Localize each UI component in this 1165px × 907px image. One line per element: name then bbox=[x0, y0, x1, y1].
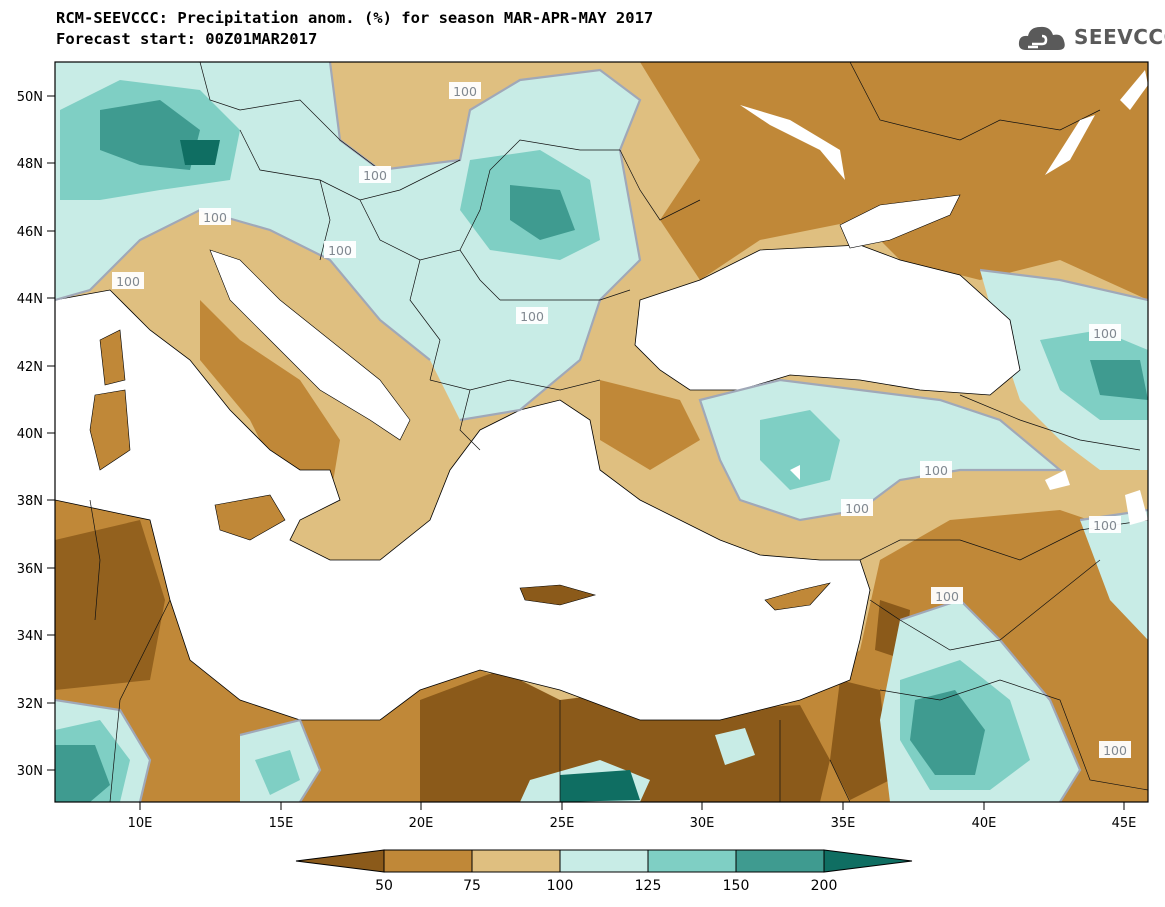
cloud-icon bbox=[1018, 26, 1065, 50]
lat-label: 34N bbox=[17, 629, 43, 644]
cyprus bbox=[764, 582, 831, 611]
contour-label: 100 bbox=[841, 499, 873, 516]
contour-label: 100 bbox=[449, 82, 481, 99]
contour-label: 100 bbox=[359, 166, 391, 183]
lat-label: 30N bbox=[17, 764, 43, 779]
forecast-start: Forecast start: 00Z01MAR2017 bbox=[56, 30, 318, 48]
field-extreme-wet-egypt bbox=[560, 770, 640, 802]
colorbar-segment bbox=[647, 849, 737, 873]
contour-label-text: 100 bbox=[116, 274, 140, 289]
field-very-dry-libya-egypt bbox=[420, 670, 830, 802]
contour-label-text: 100 bbox=[845, 501, 869, 516]
contour-label-text: 100 bbox=[520, 309, 544, 324]
lat-label: 38N bbox=[17, 494, 43, 509]
colorbar-label: 200 bbox=[811, 878, 838, 894]
contour-label-text: 100 bbox=[363, 168, 387, 183]
contour-label-text: 100 bbox=[1103, 743, 1127, 758]
contour-label: 100 bbox=[1099, 741, 1131, 758]
lon-label: 25E bbox=[550, 816, 575, 831]
field-very-dry-algeria bbox=[55, 520, 165, 690]
contour-label-text: 100 bbox=[1093, 326, 1117, 341]
field-very-wet-tunisia bbox=[55, 745, 110, 802]
contour-label: 100 bbox=[112, 272, 144, 289]
contour-label-text: 100 bbox=[328, 243, 352, 258]
lat-label: 48N bbox=[17, 157, 43, 172]
colorbar-segment bbox=[559, 849, 649, 873]
latitude-axis: 50N 48N 46N 44N 42N 40N 38N 36N 34N 32N 30N bbox=[17, 90, 55, 779]
colorbar-label: 75 bbox=[463, 878, 481, 894]
field-very-wet-arabia bbox=[910, 690, 985, 775]
contour-label: 100 bbox=[1089, 324, 1121, 341]
contour-label: 100 bbox=[516, 307, 548, 324]
mediterranean-sea bbox=[55, 289, 871, 721]
field-very-wet-romania bbox=[510, 185, 575, 240]
lat-label: 50N bbox=[17, 90, 43, 105]
contour-label: 100 bbox=[931, 587, 963, 604]
field-wet-libya bbox=[255, 750, 300, 795]
contour-label-text: 100 bbox=[935, 589, 959, 604]
colorbar-segment bbox=[735, 849, 825, 873]
lon-label: 20E bbox=[409, 816, 434, 831]
field-slightly-wet-iran bbox=[1080, 510, 1148, 640]
contour-label: 100 bbox=[199, 208, 231, 225]
map-title: RCM-SEEVCCC: Precipitation anom. (%) for… bbox=[56, 9, 654, 27]
colorbar-segment bbox=[471, 849, 561, 873]
sicily bbox=[214, 494, 286, 541]
lon-label: 35E bbox=[831, 816, 856, 831]
plot-frame bbox=[54, 61, 1149, 803]
field-extreme-wet-alps bbox=[180, 140, 220, 165]
field-wet-caucasus bbox=[1040, 330, 1148, 420]
black-sea bbox=[634, 244, 1021, 396]
colorbar-label: 125 bbox=[635, 878, 662, 894]
logo-text: SEEVCCC bbox=[1074, 25, 1165, 49]
lon-label: 40E bbox=[972, 816, 997, 831]
colorbar-segment bbox=[823, 849, 913, 873]
lon-label: 45E bbox=[1112, 816, 1137, 831]
contour-label-text: 100 bbox=[924, 463, 948, 478]
field-wet-anatolia bbox=[760, 410, 840, 490]
lat-label: 46N bbox=[17, 225, 43, 240]
colorbar-segment bbox=[295, 849, 385, 873]
colorbar-label: 50 bbox=[375, 878, 393, 894]
lat-label: 44N bbox=[17, 292, 43, 307]
title-block: RCM-SEEVCCC: Precipitation anom. (%) for… bbox=[56, 8, 653, 50]
contour-label: 100 bbox=[920, 461, 952, 478]
seevccc-logo: SEEVCCC bbox=[1018, 22, 1165, 54]
lat-label: 40N bbox=[17, 427, 43, 442]
corsica bbox=[99, 329, 126, 386]
map-field bbox=[55, 62, 1148, 802]
contour-label: 100 bbox=[1089, 516, 1121, 533]
field-dry-italy bbox=[200, 300, 340, 500]
crete bbox=[519, 584, 597, 606]
longitude-axis: 10E 15E 20E 25E 30E 35E 40E 45E bbox=[128, 802, 1137, 831]
nile-delta-wet bbox=[715, 728, 755, 765]
lon-label: 10E bbox=[128, 816, 153, 831]
sea-of-azov bbox=[839, 194, 961, 249]
colorbar-label: 100 bbox=[547, 878, 574, 894]
colorbar: 50 75 100 125 150 200 bbox=[295, 849, 913, 894]
lat-label: 32N bbox=[17, 697, 43, 712]
data-gaps bbox=[740, 70, 1148, 525]
field-dry-turkey-west bbox=[600, 380, 700, 470]
field-very-wet-alps bbox=[100, 100, 200, 170]
adriatic-sea bbox=[209, 249, 411, 441]
colorbar-label: 150 bbox=[723, 878, 750, 894]
colorbar-segment bbox=[383, 849, 473, 873]
lat-label: 36N bbox=[17, 562, 43, 577]
contour-label: 100 bbox=[324, 241, 356, 258]
field-very-wet-caucasus bbox=[1090, 360, 1148, 400]
lon-label: 30E bbox=[690, 816, 715, 831]
field-very-dry-sinai bbox=[830, 680, 890, 800]
lon-label: 15E bbox=[269, 816, 294, 831]
lat-label: 42N bbox=[17, 360, 43, 375]
contour-labels: 100 100 100 100 100 100 100 100 100 100 100 100 bbox=[112, 82, 1131, 758]
sardinia bbox=[89, 389, 131, 471]
country-borders bbox=[89, 62, 1148, 802]
contour-label-text: 100 bbox=[203, 210, 227, 225]
contour-label-text: 100 bbox=[453, 84, 477, 99]
contour-label-text: 100 bbox=[1093, 518, 1117, 533]
